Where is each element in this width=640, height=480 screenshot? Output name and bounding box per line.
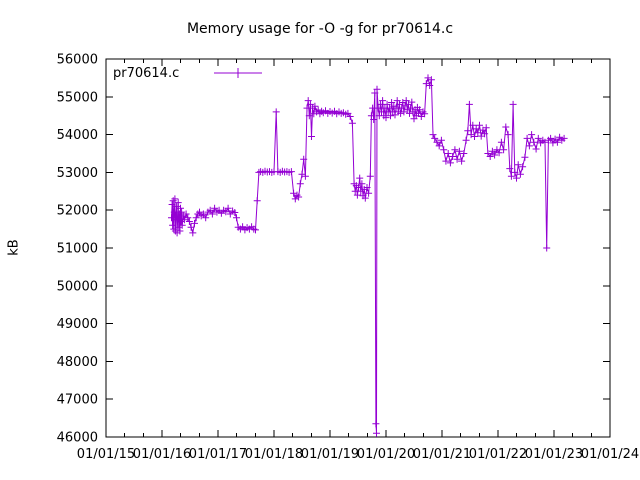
y-tick-label: 50000 — [57, 279, 98, 294]
plot-border — [105, 58, 611, 438]
y-tick-label: 51000 — [57, 242, 98, 257]
series-markers — [168, 74, 568, 437]
y-tick-label: 46000 — [57, 431, 98, 446]
x-tick-label: 01/01/17 — [189, 447, 247, 462]
y-tick-label: 49000 — [57, 317, 98, 332]
x-tick-label: 01/01/20 — [357, 447, 415, 462]
x-tick-label: 01/01/18 — [245, 447, 303, 462]
y-tick-label: 56000 — [57, 53, 98, 68]
y-tick-label: 53000 — [57, 166, 98, 181]
axis-ticks — [105, 58, 611, 438]
y-tick-label: 48000 — [57, 355, 98, 370]
legend-line-sample-icon — [214, 68, 262, 78]
chart-title: Memory usage for -O -g for pr70614.c — [186, 21, 454, 37]
legend-series-label: pr70614.c — [113, 65, 180, 81]
x-tick-label: 01/01/15 — [77, 447, 135, 462]
y-tick-label: 54000 — [57, 128, 98, 143]
x-tick-label: 01/01/22 — [469, 447, 527, 462]
x-tick-label: 01/01/23 — [525, 447, 583, 462]
x-tick-label: 01/01/16 — [133, 447, 191, 462]
legend: pr70614.c — [113, 65, 263, 81]
y-tick-label: 47000 — [57, 393, 98, 408]
y-tick-label: 52000 — [57, 204, 98, 219]
x-tick-label: 01/01/19 — [301, 447, 359, 462]
series-line — [171, 75, 565, 434]
y-tick-label: 55000 — [57, 90, 98, 105]
x-tick-label: 01/01/21 — [413, 447, 471, 462]
x-tick-label: 01/01/24 — [581, 447, 639, 462]
